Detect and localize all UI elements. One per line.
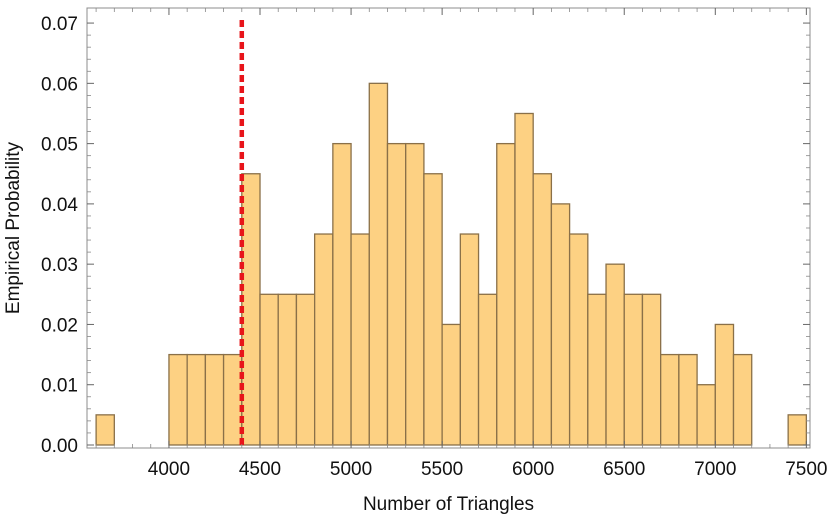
x-axis-label: Number of Triangles [363,494,534,515]
histogram-bar [641,293,662,446]
y-tick-label: 0.02 [41,315,78,336]
x-tick-label: 7500 [785,459,827,480]
histogram-bar [514,112,534,446]
x-tick-label: 5000 [330,459,372,480]
x-tick-label: 6000 [512,459,554,480]
x-tick-label: 7000 [694,459,736,480]
histogram-bar [295,293,316,446]
y-tick-label: 0.00 [41,436,78,457]
histogram-bar [787,414,808,446]
x-axis-ticks: 4000 4500 5000 5500 6000 6500 7000 7500 [95,8,827,480]
histogram-bar [477,293,498,446]
histogram-bar [405,142,425,446]
histogram-bar [696,384,716,446]
histogram-bar [441,323,461,446]
histogram-bar [459,233,480,446]
histogram-bar [550,203,571,446]
histogram-bar [623,293,644,446]
histogram-bar [204,353,225,446]
y-tick-label: 0.05 [41,135,78,156]
histogram-bar [259,293,279,446]
y-tick-label: 0.04 [41,195,78,216]
histogram-bar [168,353,188,446]
histogram-bar [714,323,735,446]
histogram-bar [186,353,207,446]
x-tick-label: 6500 [603,459,645,480]
histogram-bar [95,414,115,446]
histogram-bar [732,353,753,446]
histogram-bar [386,142,407,446]
histogram-bar [587,293,607,446]
y-tick-label: 0.07 [41,14,78,35]
histogram-bar [660,353,680,446]
y-axis-ticks: 0.00 0.01 0.02 0.03 0.04 0.05 0.06 0.07 [41,14,810,457]
histogram-bar [532,173,553,446]
histogram-bar [313,233,334,446]
y-tick-label: 0.03 [41,255,78,276]
x-tick-label: 5500 [421,459,463,480]
x-tick-label: 4000 [148,459,190,480]
histogram-bar [496,142,516,446]
histogram-bar [368,82,389,446]
y-tick-label: 0.01 [41,376,78,397]
histogram-bar [423,173,443,446]
histogram-bar [678,353,698,446]
histogram-bars [95,82,808,446]
histogram-bar [605,263,625,446]
histogram-bar [241,173,261,446]
histogram-bar [222,353,243,446]
y-tick-label: 0.06 [41,74,78,95]
y-axis-label: Empirical Probability [3,141,24,314]
histogram-bar [277,293,298,446]
histogram-bar [350,233,370,446]
x-tick-label: 4500 [239,459,281,480]
histogram-bar [568,233,589,446]
histogram-bar [332,142,352,446]
